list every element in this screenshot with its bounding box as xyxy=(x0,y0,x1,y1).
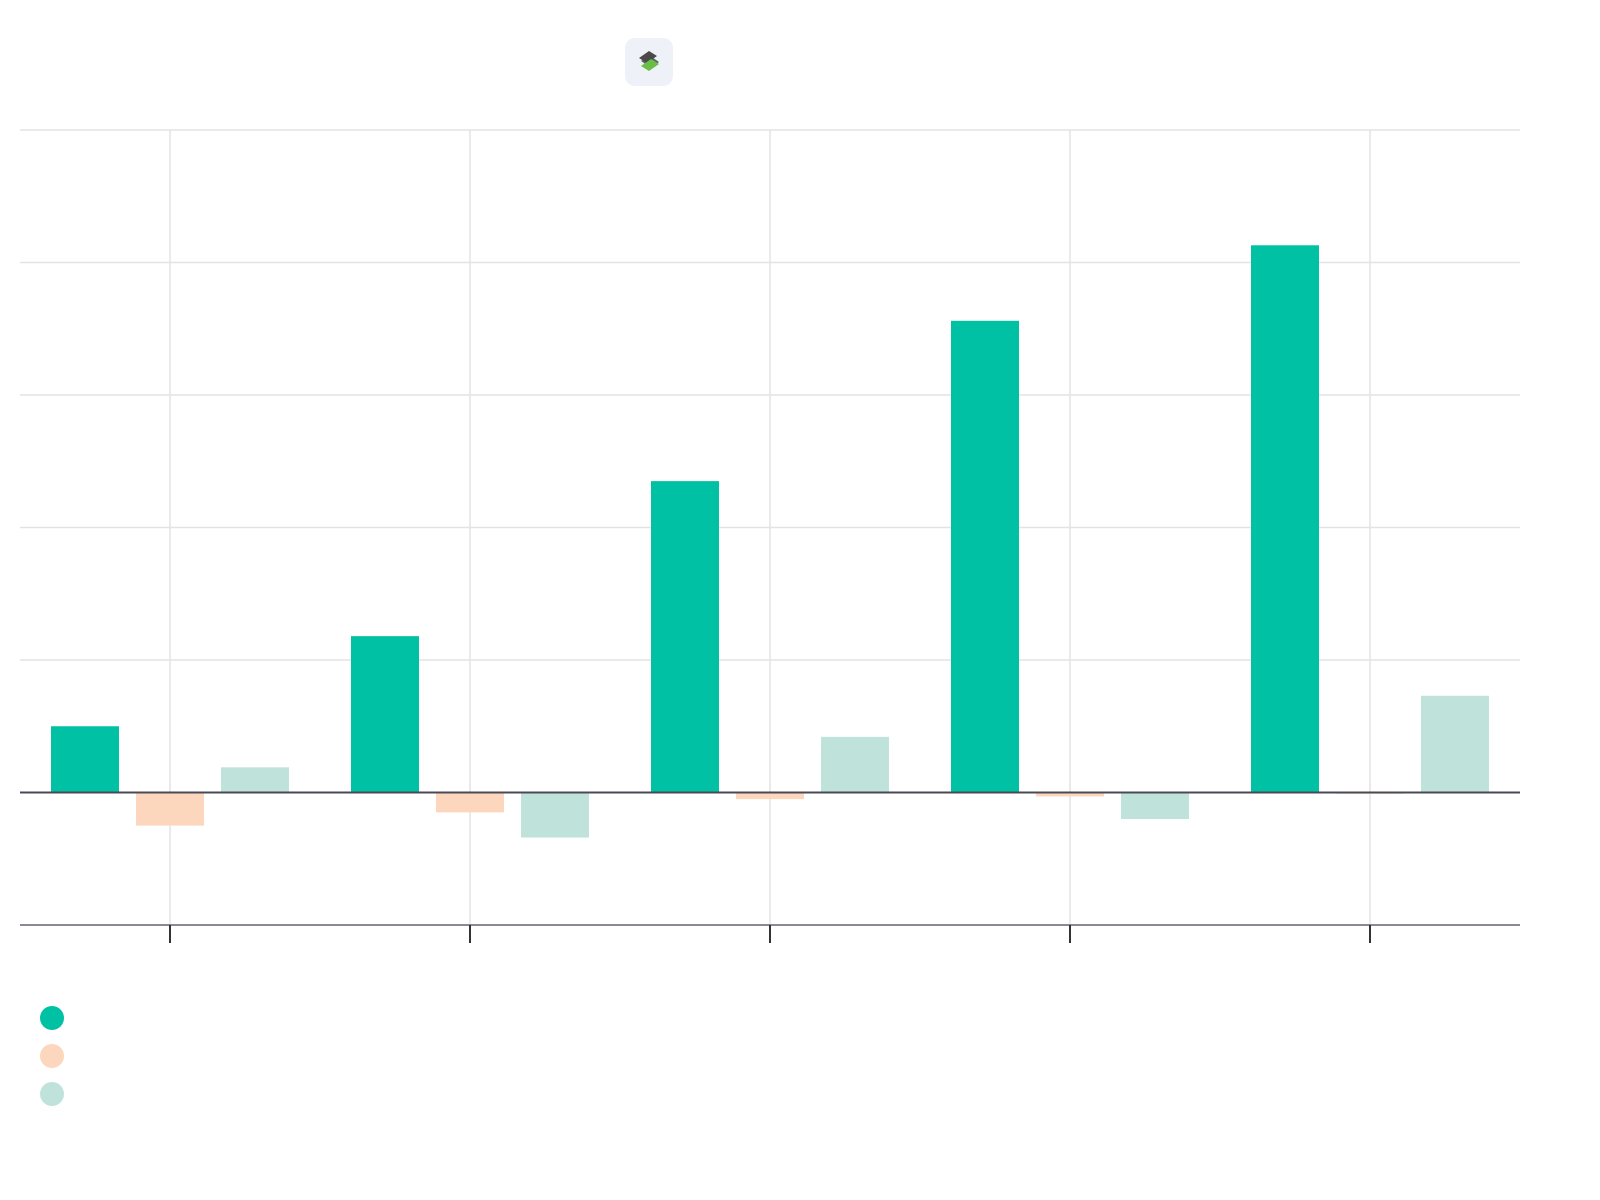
spreadsheet-s-icon xyxy=(639,51,659,71)
bar-series-2 xyxy=(136,792,204,826)
bar-series-1 xyxy=(1251,245,1319,793)
bar-series-1 xyxy=(951,320,1019,793)
bar-series-1 xyxy=(51,726,119,793)
chart-bars xyxy=(51,245,1489,838)
bar-series-1 xyxy=(651,481,719,793)
chart-axes xyxy=(20,791,1520,943)
legend-item-1[interactable] xyxy=(40,1006,76,1030)
bar-series-2 xyxy=(736,792,804,800)
legend-swatch xyxy=(40,1044,64,1068)
bar-series-3 xyxy=(1421,695,1489,793)
bar-series-3 xyxy=(821,736,889,793)
legend-swatch xyxy=(40,1006,64,1030)
bar-series-2 xyxy=(1036,792,1104,797)
bar-series-1 xyxy=(351,636,419,793)
bar-series-3 xyxy=(1121,792,1189,819)
legend-swatch xyxy=(40,1082,64,1106)
legend-item-2[interactable] xyxy=(40,1044,76,1068)
bar-series-3 xyxy=(221,767,289,793)
legend-item-3[interactable] xyxy=(40,1082,76,1106)
bar-series-2 xyxy=(436,792,504,813)
bar-series-3 xyxy=(521,792,589,838)
chart-legend xyxy=(40,1006,76,1120)
app-logo xyxy=(625,38,673,86)
